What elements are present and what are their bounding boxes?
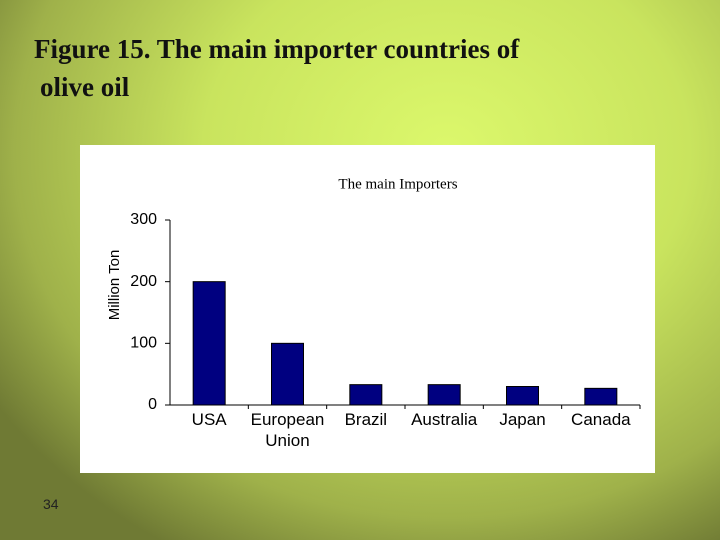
y-tick-label: 300 [130,211,157,228]
slide-title: Figure 15. The main importer countries o… [34,34,520,64]
bar [192,281,226,406]
x-tick-label: Brazil [344,410,388,429]
y-axis-label: Million Ton [106,250,123,321]
bar [271,342,304,406]
chart-title: The main Importers [338,176,457,192]
x-tick-label: Australia [411,410,478,429]
chart: The main Importers Million Ton 0 100 200 30… [80,145,655,473]
x-tick-label: Japan [499,410,546,429]
bar [506,386,539,406]
x-tick-label: USA [191,410,227,429]
y-tick-label: 200 [130,273,157,290]
bar [427,384,461,406]
x-tick-label: European Union [250,410,325,450]
bar [349,384,383,406]
chart-svg: The main Importers Million Ton 0 100 200 30… [106,176,641,413]
bar [584,387,618,406]
y-tick-label: 0 [148,396,157,413]
x-tick-label: Canada [571,410,631,429]
y-tick-label: 100 [130,335,157,352]
slide-title: olive oil [40,72,130,102]
slide-number: 34 [43,496,59,512]
